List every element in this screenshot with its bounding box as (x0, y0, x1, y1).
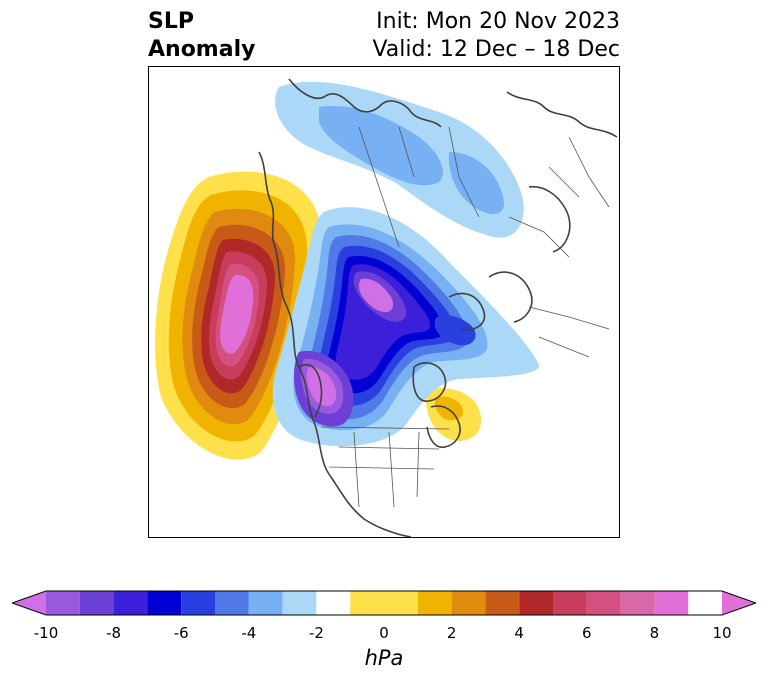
colorbar-cell (79, 591, 114, 615)
map-title-left: SLP Anomaly (148, 8, 255, 64)
colorbar-tick-label: -10 (33, 624, 59, 642)
colorbar-cells (46, 591, 689, 615)
colorbar-cell (282, 591, 317, 615)
country-borders (320, 126, 610, 508)
colorbar-tick-label: 8 (649, 624, 660, 642)
colorbar-tick-label: 6 (582, 624, 592, 642)
colorbar-cell (519, 591, 553, 615)
negative-anomaly-arctic (275, 81, 524, 238)
colorbar-cell (451, 591, 486, 615)
colorbar-tick-label: -8 (106, 624, 122, 642)
colorbar-cell (553, 591, 587, 615)
colorbar-tick-label: 10 (712, 624, 732, 642)
colorbar-cell (46, 591, 80, 615)
negative-anomaly-canada (272, 207, 540, 447)
colorbar-tick-label: -4 (241, 624, 257, 642)
map-title-right: Init: Mon 20 Nov 2023 Valid: 12 Dec – 18… (372, 8, 620, 64)
title-line-1: SLP (148, 9, 194, 34)
colorbar-outline (12, 590, 756, 616)
colorbar-cell (181, 591, 215, 615)
map-panel (148, 66, 620, 538)
colorbar-cell (620, 591, 655, 615)
colorbar-cell (485, 591, 520, 615)
colorbar-cell (316, 591, 351, 615)
colorbar (12, 590, 756, 616)
colorbar-under-arrow (12, 591, 46, 615)
positive-anomaly-pacific (155, 171, 322, 460)
colorbar-cell (248, 591, 283, 615)
slp-anomaly-map (155, 78, 618, 537)
colorbar-cell (417, 591, 452, 615)
colorbar-over-arrow (722, 591, 756, 615)
colorbar-tick-label: 2 (446, 624, 457, 642)
colorbar-cell (350, 591, 418, 615)
colorbar-cell (654, 591, 689, 615)
colorbar-tick-label: -6 (173, 624, 189, 642)
colorbar-units-label: hPa (364, 646, 404, 670)
colorbar-cell (147, 591, 182, 615)
title-line-2: Anomaly (148, 37, 256, 62)
colorbar-tick-label: 4 (514, 624, 524, 642)
colorbar-tick-label: 0 (379, 624, 389, 642)
colorbar-cell (215, 591, 249, 615)
colorbar-cell (586, 591, 621, 615)
coastlines (258, 78, 618, 537)
init-date-label: Init: Mon 20 Nov 2023 (376, 9, 620, 34)
colorbar-tick-label: -2 (308, 624, 324, 642)
colorbar-cell (113, 591, 148, 615)
valid-range-label: Valid: 12 Dec – 18 Dec (372, 37, 620, 62)
